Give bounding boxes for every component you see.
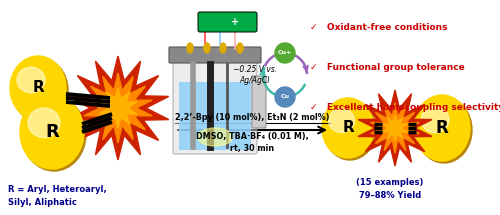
Ellipse shape — [414, 95, 470, 161]
Text: −0.25 V vs.
Ag/AgCl: −0.25 V vs. Ag/AgCl — [233, 64, 277, 85]
FancyBboxPatch shape — [252, 76, 266, 128]
Text: Cu: Cu — [280, 95, 289, 100]
Ellipse shape — [328, 109, 354, 132]
Ellipse shape — [324, 100, 376, 160]
Ellipse shape — [10, 56, 66, 120]
Text: R: R — [32, 80, 44, 95]
Polygon shape — [68, 56, 168, 160]
Text: R: R — [342, 120, 354, 135]
FancyBboxPatch shape — [173, 60, 257, 154]
Ellipse shape — [237, 43, 243, 53]
Text: 2,2’-Bpy (10 mol%), Et₃N (2 mol%): 2,2’-Bpy (10 mol%), Et₃N (2 mol%) — [175, 114, 329, 123]
Text: DMSO, TBA·BF₄ (0.01 M),: DMSO, TBA·BF₄ (0.01 M), — [196, 132, 308, 140]
FancyBboxPatch shape — [169, 47, 261, 63]
Ellipse shape — [416, 97, 472, 163]
Ellipse shape — [220, 43, 226, 53]
Bar — [179, 82, 251, 150]
Ellipse shape — [322, 98, 374, 158]
Ellipse shape — [17, 67, 45, 93]
Ellipse shape — [22, 97, 86, 171]
Ellipse shape — [204, 43, 210, 53]
Text: ✓   Oxidant-free conditions: ✓ Oxidant-free conditions — [310, 23, 448, 32]
Text: rt, 30 min: rt, 30 min — [230, 143, 274, 152]
Circle shape — [275, 43, 295, 63]
Text: ✓   Excellent homocoupling selectivity: ✓ Excellent homocoupling selectivity — [310, 103, 500, 112]
Polygon shape — [358, 90, 432, 166]
Polygon shape — [370, 103, 420, 153]
Text: R: R — [436, 119, 448, 137]
Ellipse shape — [28, 108, 60, 138]
Circle shape — [275, 87, 295, 107]
Text: (15 examples)
79–88% Yield: (15 examples) 79–88% Yield — [356, 178, 424, 200]
Text: R = Aryl, Heteroaryl,
Silyl, Aliphatic: R = Aryl, Heteroaryl, Silyl, Aliphatic — [8, 185, 107, 207]
FancyBboxPatch shape — [198, 12, 257, 32]
Ellipse shape — [187, 43, 193, 53]
Ellipse shape — [20, 95, 84, 169]
Text: R: R — [45, 123, 59, 141]
Ellipse shape — [198, 128, 232, 146]
Ellipse shape — [421, 107, 449, 133]
Text: ✓   Functional group tolerance: ✓ Functional group tolerance — [310, 63, 465, 72]
Polygon shape — [99, 88, 137, 128]
Polygon shape — [382, 115, 407, 141]
Ellipse shape — [12, 58, 68, 122]
Polygon shape — [84, 73, 152, 143]
Text: +: + — [231, 17, 239, 27]
Text: Cu+: Cu+ — [278, 51, 292, 55]
